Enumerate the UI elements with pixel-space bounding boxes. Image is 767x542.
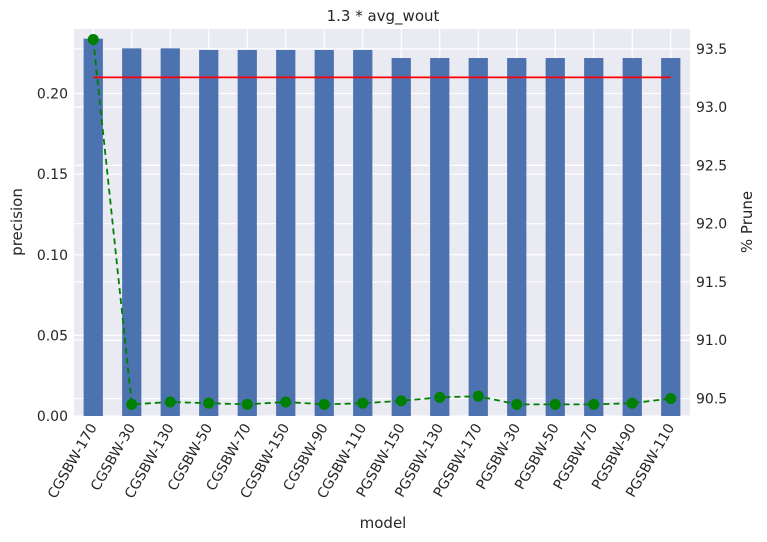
bar [122,48,142,416]
bar [276,49,296,417]
bar [661,58,681,417]
y2-tick-label: 90.5 [696,392,727,408]
y-tick-label: 0.00 [37,409,68,425]
bar [545,58,565,417]
bar [468,58,488,417]
prune-point [164,396,176,408]
bar [83,38,103,417]
bar [199,49,219,417]
prune-point [280,396,292,408]
bar [314,49,334,417]
prune-point [665,393,677,405]
prune-point [626,397,638,409]
bar [237,49,257,417]
prune-point [434,391,446,403]
prune-point [472,390,484,402]
y2-tick-label: 91.0 [696,333,727,349]
prune-point [549,398,561,410]
y-tick-label: 0.10 [37,248,68,264]
x-axis-label: model [360,514,407,532]
y2-axis-label: % Prune [738,191,756,253]
y2-tick-label: 93.0 [696,100,727,116]
prune-point [588,398,600,410]
prune-point [241,398,253,410]
bar [391,58,411,417]
y2-tick-label: 91.5 [696,275,727,291]
y2-tick-label: 92.0 [696,217,727,233]
prune-point [126,398,138,410]
bar [507,58,527,417]
bar-series [83,38,681,417]
left-y-tick-labels: 0.00 0.05 0.10 0.15 0.20 [37,87,68,426]
bar [353,49,373,417]
y-axis-label: precision [8,188,26,256]
prune-point [357,397,369,409]
y2-tick-label: 93.5 [696,42,727,58]
right-y-tick-labels: 90.5 91.0 91.5 92.0 92.5 93.0 93.5 [696,42,727,408]
y-tick-label: 0.15 [37,167,68,183]
prune-point [87,33,99,45]
prune-point [203,397,215,409]
prune-point [395,395,407,407]
prune-point [318,398,330,410]
prune-line [92,39,671,406]
prune-point [511,398,523,410]
bar [160,48,180,416]
bar [430,58,450,417]
y-tick-label: 0.20 [37,87,68,103]
line-series [87,33,677,410]
x-tick-labels: CGSBW-170CGSBW-30CGSBW-130CGSBW-50CGSBW-… [45,421,678,501]
chart-title: 1.3 * avg_wout [327,7,440,26]
y2-tick-label: 92.5 [696,158,727,174]
y-tick-label: 0.05 [37,328,68,344]
bar [622,58,642,417]
bar [584,58,604,417]
